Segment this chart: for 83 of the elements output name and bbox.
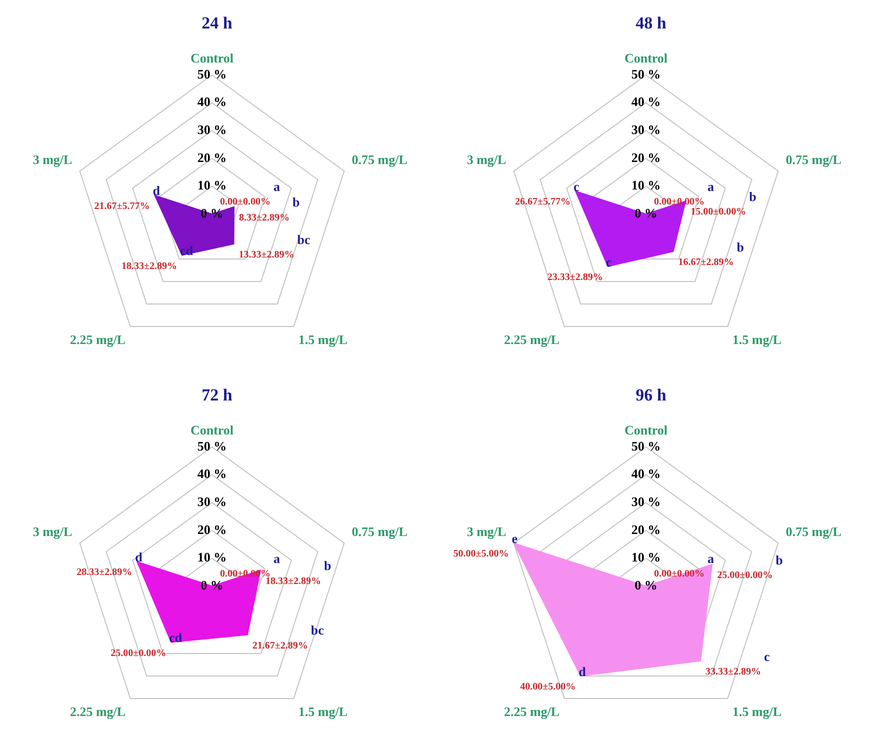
data-label: 21.67±5.77% [94, 200, 150, 212]
y-tick-label: 50 % [197, 438, 227, 454]
spoke-label: Control [190, 50, 234, 66]
data-label: 26.67±5.77% [514, 196, 570, 208]
data-label: 18.33±2.89% [265, 576, 321, 587]
text: b [749, 188, 756, 204]
spoke-label: 1.5 mg/L [732, 704, 782, 720]
text: b [776, 552, 783, 568]
spoke-label: 3 mg/L [32, 152, 73, 168]
data-label: 23.33±2.89% [547, 272, 603, 284]
data-label: 15.00±0.00% [690, 206, 746, 218]
text: d [578, 664, 587, 679]
spoke-label: 3 mg/L [32, 524, 73, 540]
spoke-label: Control [624, 50, 668, 66]
y-tick-label: 0 % [634, 577, 658, 592]
text: b [736, 239, 744, 254]
spoke-label: 1.5 mg/L [298, 332, 348, 348]
y-tick-label: 30 % [631, 494, 661, 509]
data-label: 25.00±0.00% [110, 648, 166, 659]
text: a [273, 550, 280, 566]
y-tick-label: 50 % [631, 438, 661, 454]
text: d [135, 550, 144, 565]
chart-title: 48 h [636, 14, 667, 33]
spoke-label: 2.25 mg/L [70, 704, 126, 720]
y-tick-label: 10 % [631, 178, 661, 193]
y-tick-label: 40 % [197, 466, 227, 482]
text: bc [310, 622, 324, 638]
y-tick-label: 30 % [197, 122, 227, 137]
y-tick-label: 20 % [631, 522, 661, 537]
spoke-label: 2.25 mg/L [504, 332, 560, 348]
text: e [512, 530, 518, 546]
text: a [707, 550, 714, 566]
spoke-label: 2.25 mg/L [504, 704, 560, 720]
y-tick-label: 10 % [197, 178, 227, 193]
chart-title: 96 h [636, 386, 667, 405]
data-label: 25.00±0.00% [717, 570, 773, 582]
spoke-label: 1.5 mg/L [732, 332, 782, 348]
text: a [707, 178, 714, 194]
spoke-label: 3 mg/L [466, 524, 507, 540]
data-label: 0.00±0.00% [220, 196, 270, 208]
spoke-label: 1.5 mg/L [298, 704, 348, 720]
text: cd [180, 243, 194, 258]
spoke-label: 0.75 mg/L [352, 524, 408, 540]
text: c [764, 648, 770, 664]
data-label: 8.33±2.89% [239, 212, 290, 224]
y-tick-label: 40 % [197, 94, 227, 110]
spoke-label: Control [190, 422, 234, 438]
data-label: 21.67±2.89% [252, 640, 308, 652]
text: bc [297, 232, 310, 247]
y-tick-label: 40 % [631, 94, 661, 110]
text: d [152, 183, 161, 198]
chart-title: 24 h [202, 14, 233, 33]
y-tick-label: 20 % [197, 522, 227, 537]
data-label: 33.33±2.89% [705, 666, 761, 678]
y-tick-label: 50 % [631, 66, 661, 82]
y-tick-label: 30 % [197, 494, 227, 509]
text: cd [169, 630, 183, 646]
chart-title: 72 h [202, 386, 233, 405]
data-label: 40.00±5.00% [520, 682, 576, 693]
text: c [573, 178, 580, 194]
text: b [324, 558, 332, 574]
spoke-label: Control [624, 422, 668, 438]
y-tick-label: 50 % [197, 66, 227, 82]
spoke-label: 2.25 mg/L [70, 332, 126, 348]
spoke-label: 0.75 mg/L [786, 524, 842, 540]
data-label: 0.00±0.00% [654, 568, 704, 580]
text: a [273, 178, 280, 194]
text: c [606, 254, 612, 270]
y-tick-label: 30 % [631, 122, 661, 137]
y-tick-label: 10 % [197, 550, 227, 565]
y-tick-label: 40 % [631, 466, 661, 482]
data-label: 50.00±5.00% [453, 548, 509, 560]
data-label: 28.33±2.89% [76, 567, 132, 578]
text: b [292, 194, 300, 210]
data-label: 13.33±2.89% [238, 250, 294, 261]
data-label: 18.33±2.89% [122, 260, 178, 272]
y-tick-label: 20 % [631, 150, 661, 165]
spoke-label: 0.75 mg/L [352, 152, 408, 168]
spoke-label: 0.75 mg/L [786, 152, 842, 168]
data-label: 16.67±2.89% [678, 257, 734, 268]
y-tick-label: 20 % [197, 150, 227, 165]
y-tick-label: 10 % [631, 550, 661, 565]
spoke-label: 3 mg/L [466, 152, 507, 168]
